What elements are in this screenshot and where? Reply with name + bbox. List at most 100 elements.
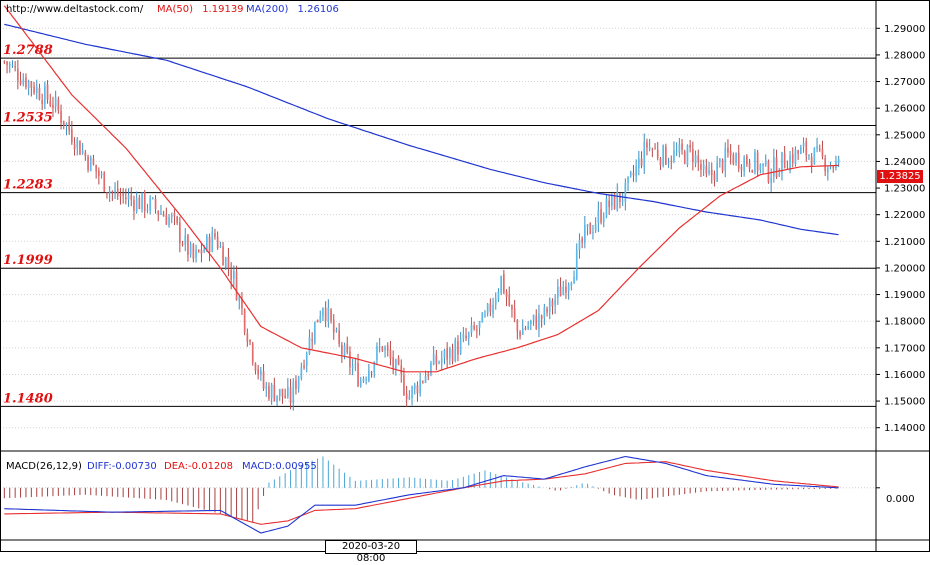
candle-body <box>73 143 76 150</box>
candle-body <box>462 334 465 339</box>
candle-body <box>716 162 718 182</box>
candle-body <box>654 148 656 150</box>
candle-body <box>408 396 411 400</box>
candle-body <box>392 357 394 368</box>
y-tick-label: 1.18000 <box>884 317 925 328</box>
candle-body <box>100 173 103 176</box>
candle-body <box>827 168 829 173</box>
level-label: 1.1999 <box>3 253 53 268</box>
candle-body <box>403 375 405 395</box>
candle-body <box>227 256 230 268</box>
candle-body <box>459 338 462 354</box>
candle-body <box>330 309 332 321</box>
candle-body <box>6 61 8 66</box>
candle-body <box>581 238 583 243</box>
candle-body <box>284 395 286 398</box>
candle-body <box>659 158 662 166</box>
candle-body <box>141 192 143 209</box>
candle-body <box>732 154 735 165</box>
candle-body <box>300 367 303 379</box>
candle-body <box>702 164 705 170</box>
y-tick-label: 1.21000 <box>884 237 925 248</box>
candle-body <box>643 142 646 167</box>
candle-body <box>305 353 308 366</box>
candle-body <box>416 385 419 394</box>
candle-body <box>98 170 100 176</box>
candle-body <box>651 149 654 151</box>
candle-body <box>467 332 470 339</box>
y-tick-label: 1.16000 <box>884 370 925 381</box>
candle-body <box>532 314 535 321</box>
y-tick-label: 1.29000 <box>884 24 925 35</box>
candle-body <box>535 315 538 329</box>
candle-body <box>44 85 46 105</box>
candle-body <box>346 343 349 353</box>
candle-body <box>802 143 805 147</box>
candle-body <box>189 244 192 255</box>
candle-body <box>505 291 508 297</box>
candle-body <box>33 86 35 93</box>
macd-panel <box>0 455 880 534</box>
candle-body <box>243 309 246 333</box>
candle-body <box>797 150 799 154</box>
candle-body <box>538 313 540 329</box>
candle-body <box>805 141 808 156</box>
candle-body <box>627 176 629 184</box>
candle-body <box>308 337 311 355</box>
candle-body <box>775 157 778 178</box>
candle-body <box>791 153 794 164</box>
candle-body <box>565 286 567 293</box>
candle-body <box>735 153 737 164</box>
candle-body <box>594 224 597 231</box>
candle-body <box>737 152 740 169</box>
candle-body <box>619 193 621 203</box>
candle-body <box>575 249 578 279</box>
candle-body <box>162 214 165 217</box>
candle-body <box>419 379 421 394</box>
candle-body <box>578 240 581 251</box>
level-lines: 1.2788 1.2535 1.2283 1.1999 1.1480 <box>0 43 876 407</box>
candle-body <box>489 303 492 312</box>
candle-body <box>743 157 745 172</box>
candle-body <box>465 335 467 339</box>
candle-body <box>297 376 300 389</box>
y-tick-label: 1.28000 <box>884 50 925 61</box>
candle-body <box>789 155 791 171</box>
candle-body <box>527 325 529 329</box>
candle-body <box>95 164 97 172</box>
candle-body <box>130 195 133 200</box>
candle-body <box>268 386 270 399</box>
candle-body <box>794 149 797 164</box>
candle-body <box>592 232 594 234</box>
candle-body <box>281 388 284 397</box>
candle-body <box>503 274 505 293</box>
candle-body <box>103 172 106 192</box>
candle-body <box>746 155 748 165</box>
candle-body <box>270 384 273 399</box>
candle-body <box>303 365 305 368</box>
candle-body <box>22 79 25 84</box>
candle-body <box>810 157 813 166</box>
candle-body <box>494 298 497 305</box>
macd-diff: DIFF:-0.00730 <box>87 461 157 472</box>
candle-body <box>783 153 786 168</box>
y-tick-label: 1.17000 <box>884 343 925 354</box>
candle-body <box>567 284 570 292</box>
candle-body <box>143 192 146 212</box>
candle-body <box>613 193 616 210</box>
candle-body <box>697 156 700 163</box>
candle-body <box>365 379 367 381</box>
candle-body <box>35 86 38 94</box>
candle-body <box>152 197 154 199</box>
candle-body <box>292 381 295 404</box>
candle-body <box>176 216 178 224</box>
candle-body <box>154 198 157 209</box>
candle-body <box>219 246 222 248</box>
candle-body <box>497 291 500 300</box>
candle-body <box>71 129 73 143</box>
candle-body <box>837 159 840 164</box>
candle-body <box>357 363 359 387</box>
candle-body <box>562 286 565 295</box>
candle-body <box>422 381 424 383</box>
